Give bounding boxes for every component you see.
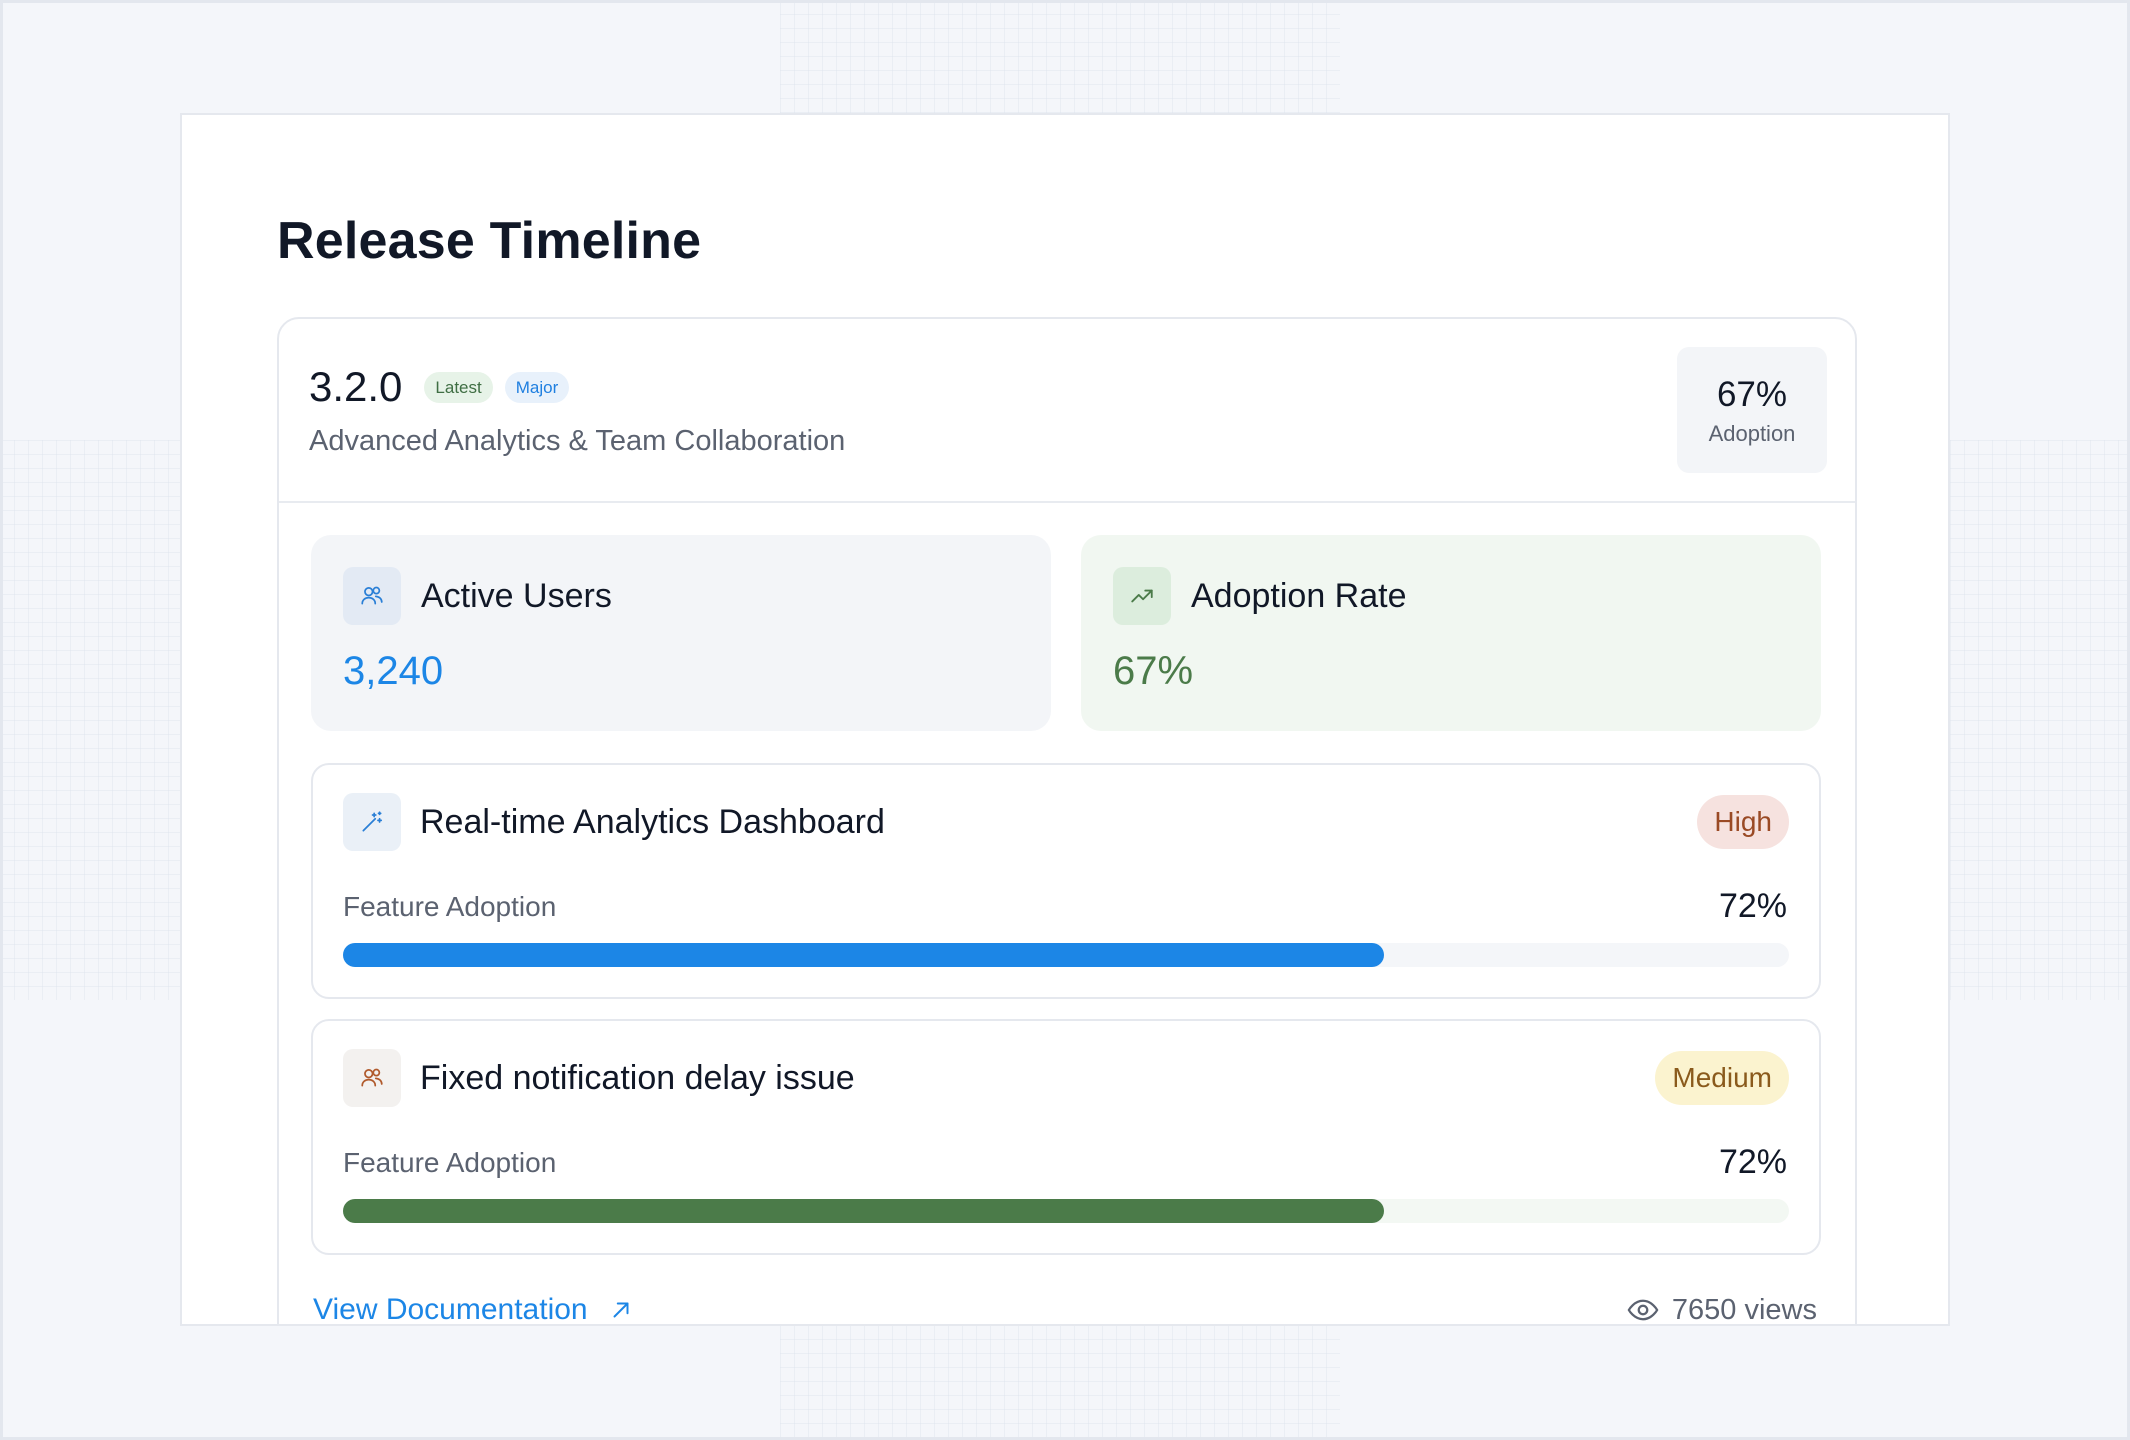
adoption-summary: 67% Adoption	[1677, 347, 1827, 473]
major-tag: Major	[504, 371, 570, 403]
feature-title: Real-time Analytics Dashboard	[420, 803, 885, 841]
active-users-value: 3,240	[343, 649, 444, 693]
latest-tag: Latest	[424, 371, 493, 403]
feature-adoption-label: Feature Adoption	[343, 891, 557, 922]
feature-card: Fixed notification delay issue Medium Fe…	[311, 1019, 1821, 1255]
feature-card: Real-time Analytics Dashboard High Featu…	[311, 763, 1821, 999]
release-header: 3.2.0 Latest Major Advanced Analytics & …	[279, 319, 1855, 503]
feature-title: Fixed notification delay issue	[420, 1059, 855, 1097]
users-icon	[343, 1049, 401, 1107]
eye-icon	[1627, 1299, 1659, 1321]
feature-adoption-value: 72%	[1718, 887, 1787, 925]
release-panel: Release Timeline 3.2.0 Latest Major Adva…	[180, 113, 1950, 1326]
view-documentation-link[interactable]: View Documentation	[313, 1293, 634, 1326]
background-grid-pattern	[0, 440, 180, 1000]
background-grid-pattern	[780, 1325, 1340, 1440]
progress-fill	[343, 1199, 1385, 1223]
view-count-label: 7650 views	[1671, 1293, 1817, 1326]
page-title: Release Timeline	[277, 212, 702, 270]
version-row: 3.2.0 Latest Major	[309, 363, 570, 411]
priority-badge: High	[1697, 795, 1789, 849]
progress-fill	[343, 943, 1385, 967]
adoption-rate-label: Adoption Rate	[1191, 577, 1407, 615]
priority-badge: Medium	[1655, 1051, 1789, 1105]
background-grid-pattern	[1950, 440, 2130, 1000]
adoption-rate-card: Adoption Rate 67%	[1081, 535, 1821, 731]
adoption-rate-value: 67%	[1113, 649, 1194, 693]
release-version: 3.2.0	[309, 363, 403, 410]
progress-track	[343, 943, 1789, 967]
release-subtitle: Advanced Analytics & Team Collaboration	[309, 425, 846, 457]
external-link-icon	[613, 1302, 629, 1318]
trending-up-icon	[1113, 567, 1171, 625]
view-documentation-label: View Documentation	[313, 1293, 588, 1326]
adoption-summary-label: Adoption	[1708, 421, 1796, 446]
view-count: 7650 views	[1626, 1293, 1817, 1326]
adoption-summary-value: 67%	[1716, 375, 1788, 414]
progress-track	[343, 1199, 1789, 1223]
active-users-label: Active Users	[421, 577, 612, 615]
release-card: 3.2.0 Latest Major Advanced Analytics & …	[277, 317, 1857, 1326]
users-icon	[343, 567, 401, 625]
active-users-card: Active Users 3,240	[311, 535, 1051, 731]
magic-wand-icon	[343, 793, 401, 851]
feature-adoption-value: 72%	[1718, 1143, 1787, 1181]
feature-adoption-label: Feature Adoption	[343, 1147, 557, 1178]
background-grid-pattern	[780, 0, 1340, 115]
